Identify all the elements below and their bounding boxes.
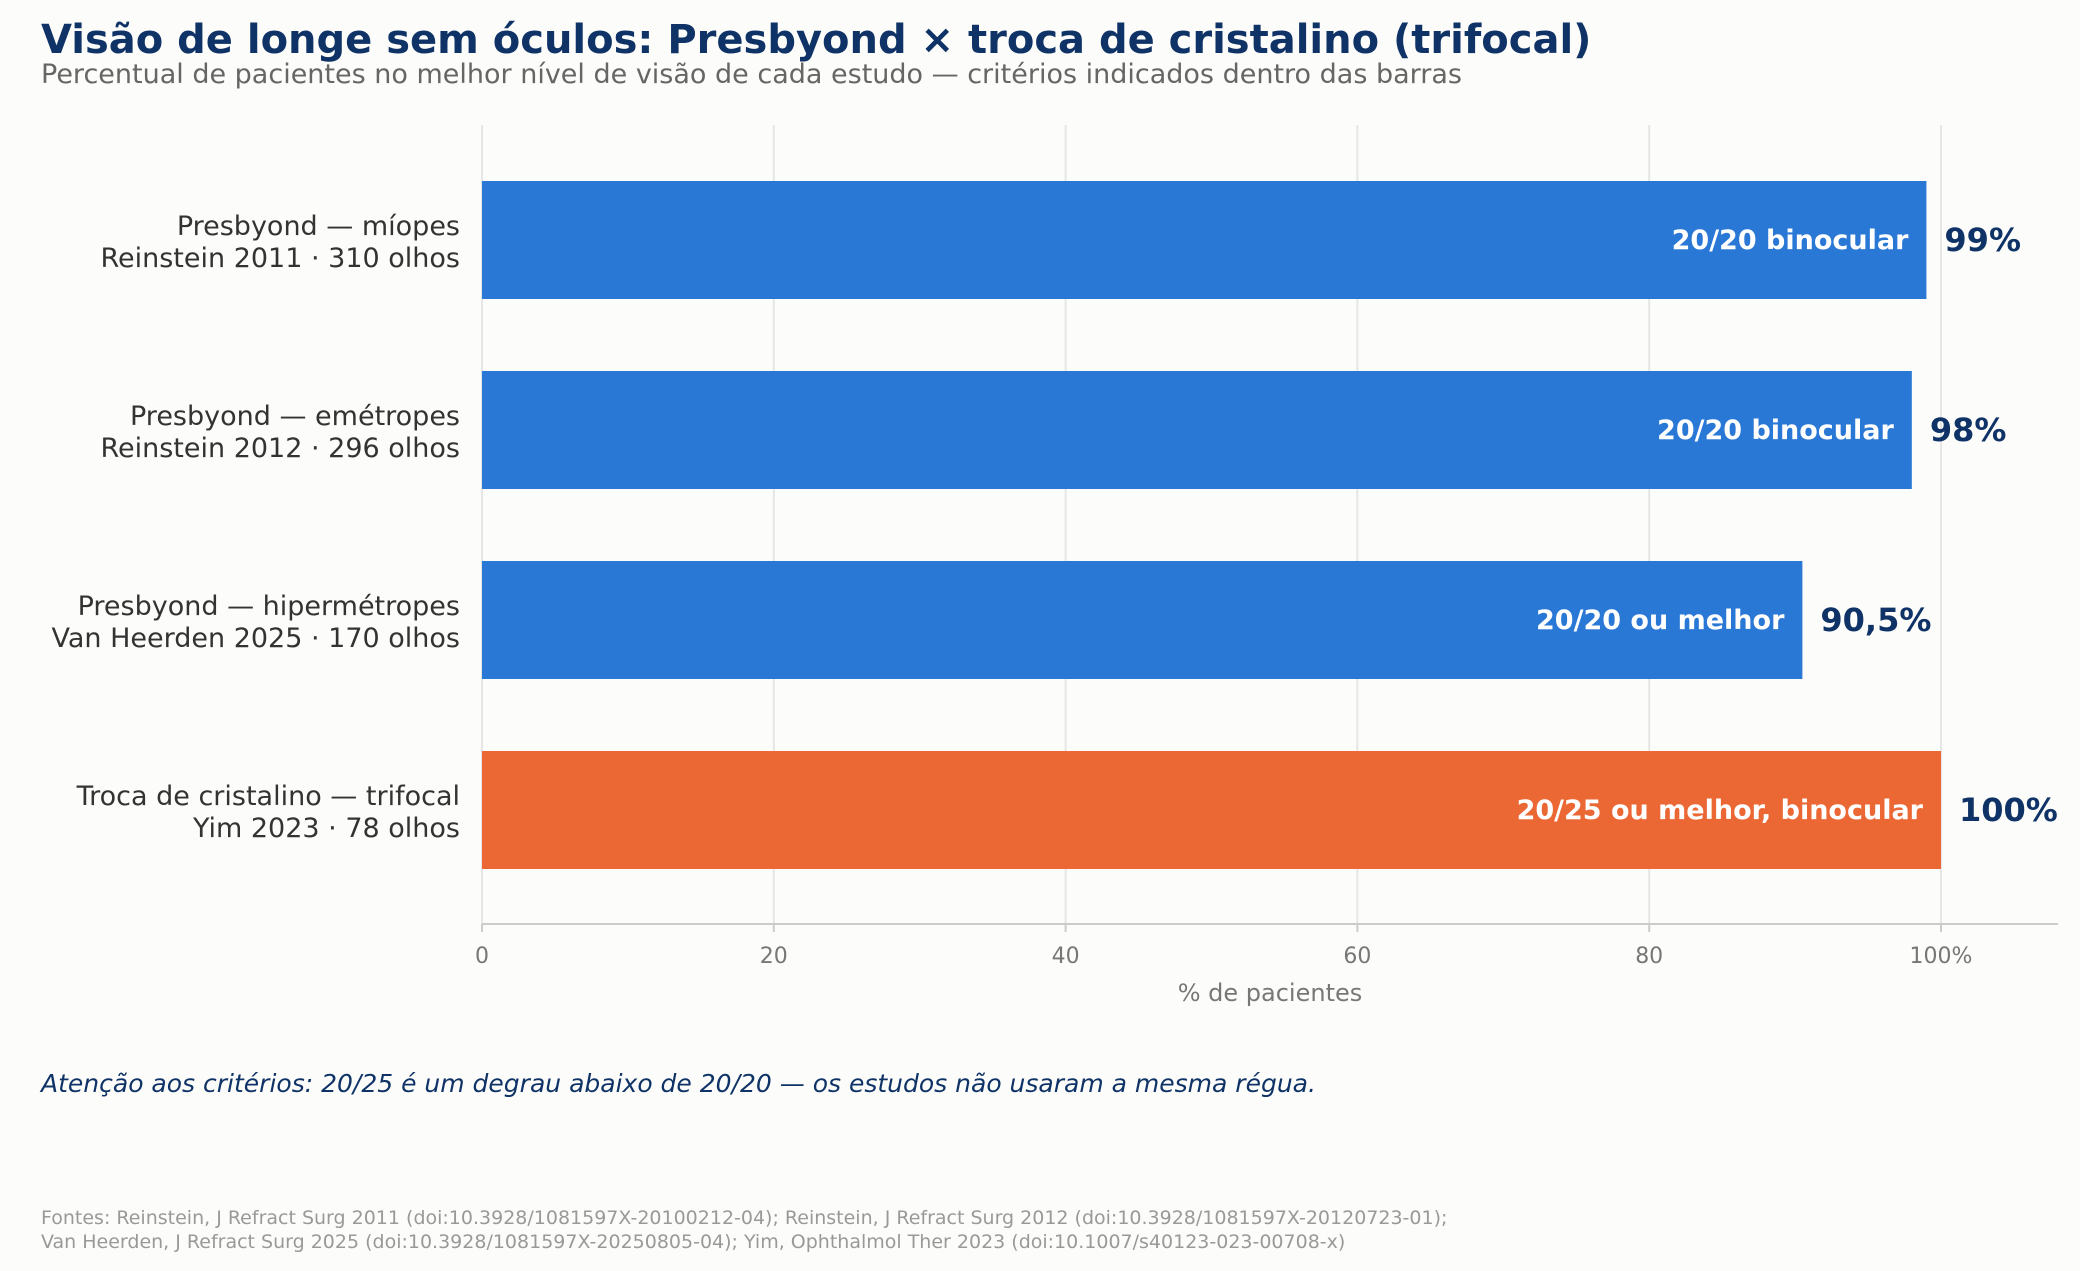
sources-line-2: Van Heerden, J Refract Surg 2025 (doi:10…: [41, 1231, 1345, 1253]
category-label-line2-1: Reinstein 2012 · 296 olhos: [100, 433, 460, 464]
bar-criterion-label-3: 20/25 ou melhor, binocular: [1517, 795, 1924, 826]
category-label-line1-0: Presbyond — míopes: [177, 211, 460, 242]
x-axis-ticks: 0 20 40 60 80 100%: [475, 924, 1972, 969]
category-label-line1-3: Troca de cristalino — trifocal: [76, 781, 460, 812]
bar-criterion-label-0: 20/20 binocular: [1672, 225, 1909, 256]
category-label-line2-0: Reinstein 2011 · 310 olhos: [100, 243, 460, 274]
bar-value-label-1: 98%: [1930, 411, 2007, 449]
bar-value-label-0: 99%: [1944, 221, 2021, 259]
bar-criterion-label-2: 20/20 ou melhor: [1536, 605, 1785, 636]
category-label-line1-1: Presbyond — emétropes: [130, 401, 460, 432]
bar-value-label-3: 100%: [1959, 791, 2058, 829]
bar-criterion-label-1: 20/20 binocular: [1657, 415, 1894, 446]
x-tick-label-0: 0: [475, 944, 489, 969]
bars: 20/20 binocular 99%Presbyond — míopesRein…: [51, 181, 2058, 869]
x-tick-label-4: 80: [1635, 944, 1663, 969]
bar-2: [482, 561, 1803, 679]
criteria-note: Atenção aos critérios: 20/25 é um degrau…: [39, 1069, 1316, 1098]
category-label-line1-2: Presbyond — hipermétropes: [78, 591, 460, 622]
bar-value-label-2: 90,5%: [1820, 601, 1931, 639]
bar-1: [482, 371, 1912, 489]
x-axis-label: % de pacientes: [1178, 979, 1363, 1007]
x-tick-label-3: 60: [1343, 944, 1371, 969]
category-label-line2-2: Van Heerden 2025 · 170 olhos: [51, 623, 460, 654]
x-tick-label-1: 20: [760, 944, 788, 969]
x-tick-label-2: 40: [1052, 944, 1080, 969]
category-label-line2-3: Yim 2023 · 78 olhos: [192, 813, 460, 844]
chart-subtitle: Percentual de pacientes no melhor nível …: [41, 59, 1462, 90]
x-tick-label-5: 100%: [1910, 944, 1973, 969]
sources-line-1: Fontes: Reinstein, J Refract Surg 2011 (…: [41, 1207, 1447, 1229]
bar-3: [482, 751, 1941, 869]
bar-0: [482, 181, 1927, 299]
chart-title: Visão de longe sem óculos: Presbyond × t…: [41, 17, 1591, 63]
